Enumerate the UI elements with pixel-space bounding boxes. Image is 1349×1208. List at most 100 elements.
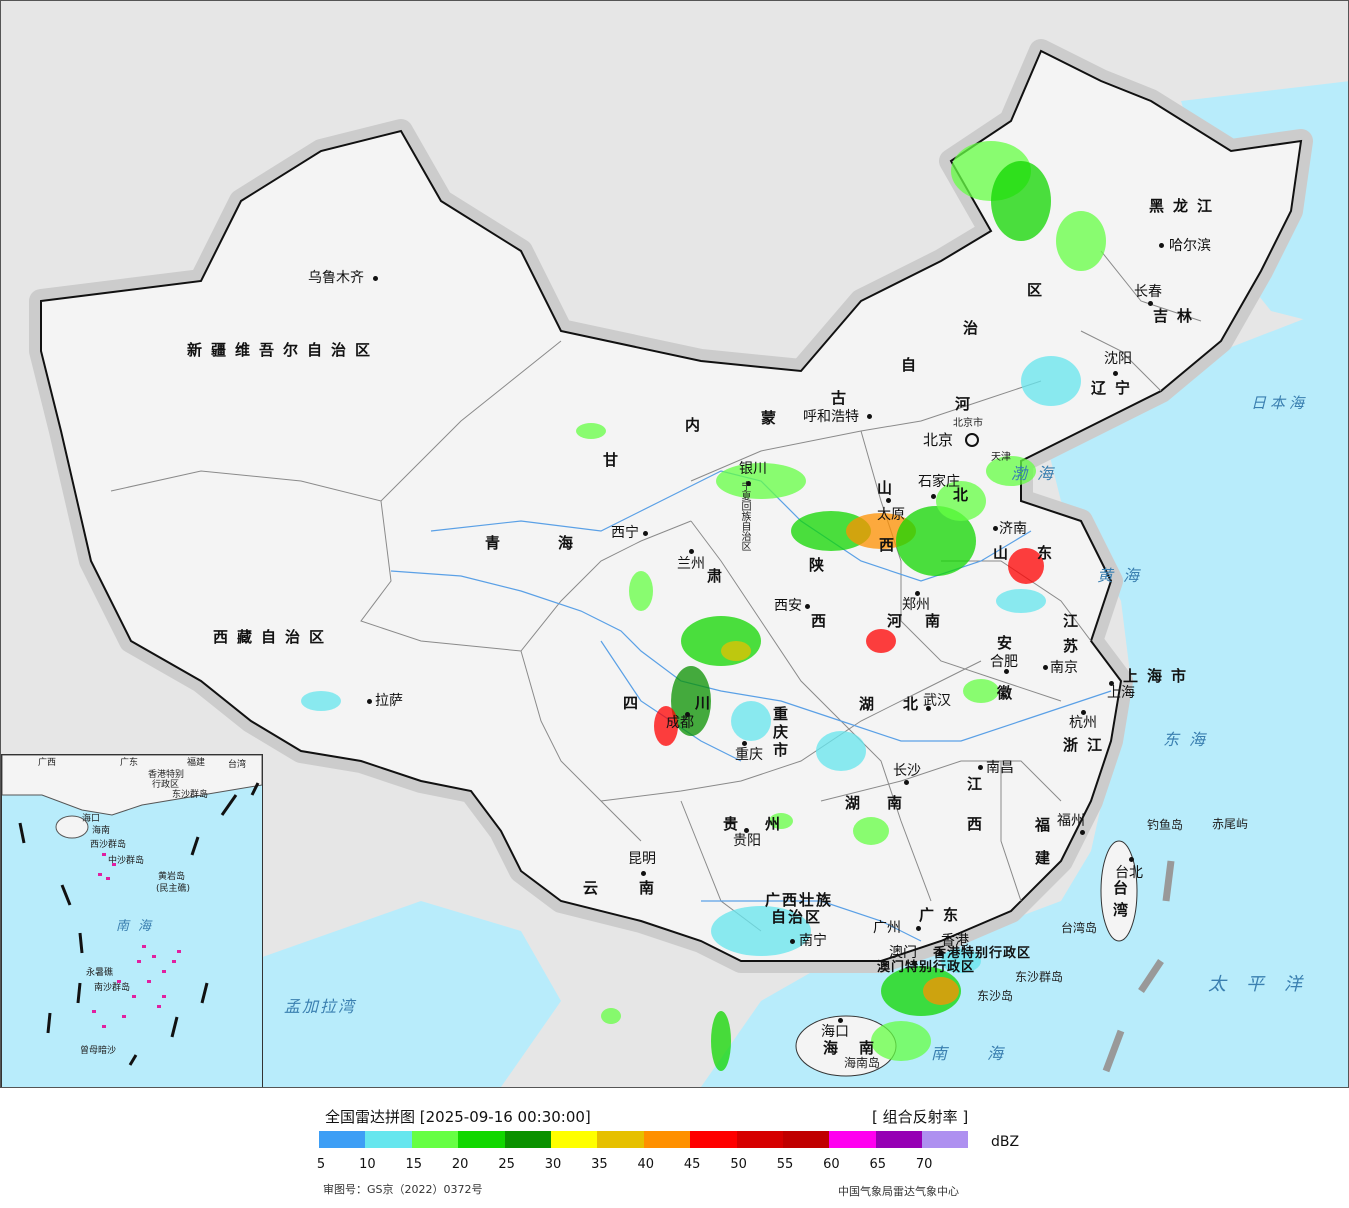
inset-mainland [2,755,262,816]
city-dot [915,591,920,596]
radar-echo [1056,211,1106,271]
region-xizang: 西藏自治区 [213,628,334,646]
scale-swatch [411,1131,459,1148]
city-fuzhou: 福州 [1057,813,1085,829]
city-dot [926,706,931,711]
city-kunming: 昆明 [628,851,656,867]
city-yinchuan: 银川 [739,461,767,477]
region-hebei-1: 河 [955,395,980,413]
city-taiyuan: 太原 [877,507,905,523]
region-taiwan-1: 台 [1113,879,1138,897]
inset-hainan: 海南 [92,826,111,836]
region-yunnan-1: 云 [583,879,608,897]
radar-echo [791,511,871,551]
scale-tick: 25 [498,1157,515,1172]
city-beijing: 北京 [923,431,954,449]
region-nmg-1: 内 [685,416,710,434]
region-shaanxi-2: 西 [811,612,836,630]
region-jiangxi-1: 江 [967,775,992,793]
legend-footer: 全国雷达拼图 [2025-09-16 00:30:00] [ 组合反射率 ] d… [0,1088,1349,1208]
region-nmg-5: 治 [963,319,988,337]
scale-tick: 70 [915,1157,933,1172]
scale-tick: 55 [776,1157,794,1172]
region-hunan-1: 湖 [845,794,870,812]
island-marker [132,995,136,998]
city-haikou: 海口 [821,1024,849,1040]
product-name: [ 组合反射率 ] [872,1108,969,1126]
island-marker [177,950,181,953]
radar-echo [576,423,606,439]
city-wuhan: 武汉 [923,693,951,709]
city-dot [838,1018,843,1023]
approval-number: 审图号：GS京（2022）0372号 [323,1183,483,1196]
region-tianjin: 天津 [991,452,1011,463]
city-guiyang: 贵阳 [733,833,761,849]
city-urumqi: 乌鲁木齐 [308,270,364,286]
inset-nanhai: 南 [116,919,136,934]
inset-nansha: 南沙群岛 [94,983,131,993]
inset-guangdong: 广东 [120,758,139,768]
city-chengdu: 成都 [666,715,694,731]
sea-area [701,301,1348,1087]
region-heilongjiang: 黑龙江 [1149,197,1222,215]
inset-zhongsha: 中沙群岛 [108,856,145,866]
region-guangxi-2: 自治区 [771,908,823,926]
city-dot [867,414,872,419]
region-guangdong: 广东 [919,906,968,924]
region-nmg-3: 古 [831,389,856,407]
city-dot [685,712,690,717]
island-marker [142,945,146,948]
island-marker [152,955,156,958]
radar-echo [721,641,751,661]
region-shanghai: 上海市 [1123,667,1196,685]
city-dot [1159,243,1164,248]
radar-echo [731,701,771,741]
city-harbin: 哈尔滨 [1169,238,1211,254]
inset-huangyan2: (民主礁) [156,884,191,894]
city-zhengzhou: 郑州 [902,597,930,613]
radar-echo [896,506,976,576]
island-marker [102,1025,106,1028]
inset-huangyan: 黄岩岛 [158,872,186,882]
radar-echo [716,463,806,499]
city-hefei: 合肥 [990,654,1018,670]
island-chiwei: 赤尾屿 [1212,817,1249,831]
region-jiangsu-2: 苏 [1063,637,1088,655]
inset-yongshu: 永暑礁 [86,968,114,978]
region-yunnan-2: 南 [639,879,664,897]
city-nanchang: 南昌 [986,760,1014,776]
island-marker [157,1005,161,1008]
inset-dongsha: 东沙群岛 [172,790,209,800]
radar-map: 新疆维吾尔自治区 西藏自治区 青 海 甘 肃 内 蒙 古 自 治 区 黑龙江 吉… [0,0,1349,1088]
sea-pacific: 太平洋 [1208,974,1322,995]
city-hongkong: 香港 [941,933,969,949]
scale-swatch [736,1131,783,1148]
city-shijiazhuang: 石家庄 [918,474,960,490]
city-xining: 西宁 [611,525,639,541]
inset-zengmu: 曾母暗沙 [80,1046,117,1056]
region-ningxia: 宁夏回族自治区 [739,481,750,551]
island-marker [162,970,166,973]
island-dongsha: 东沙群岛 [1015,970,1064,984]
region-nmg-6: 区 [1027,281,1052,299]
scale-swatch [875,1131,923,1148]
radar-echo [711,906,811,956]
island-marker [172,960,176,963]
radar-echo [301,691,341,711]
region-shanxi-2: 西 [879,536,904,554]
map-canvas [29,39,1348,1087]
radar-echo [871,1021,931,1061]
scale-tick: 20 [451,1157,469,1172]
region-nmg-2: 蒙 [761,409,786,427]
city-beijing-small: 北京市 [953,418,983,429]
agency-name: 中国气象局雷达气象中心 [838,1185,959,1198]
region-taiwan-2: 湾 [1113,901,1138,919]
inset-taiwan: 台湾 [228,760,247,770]
city-dot [931,494,936,499]
city-dot [746,481,751,486]
radar-echo [986,456,1036,486]
city-chongqing: 重庆 [735,747,763,763]
city-dot [1081,710,1086,715]
radar-echo [963,679,999,703]
inset-fujian: 福建 [187,758,206,768]
